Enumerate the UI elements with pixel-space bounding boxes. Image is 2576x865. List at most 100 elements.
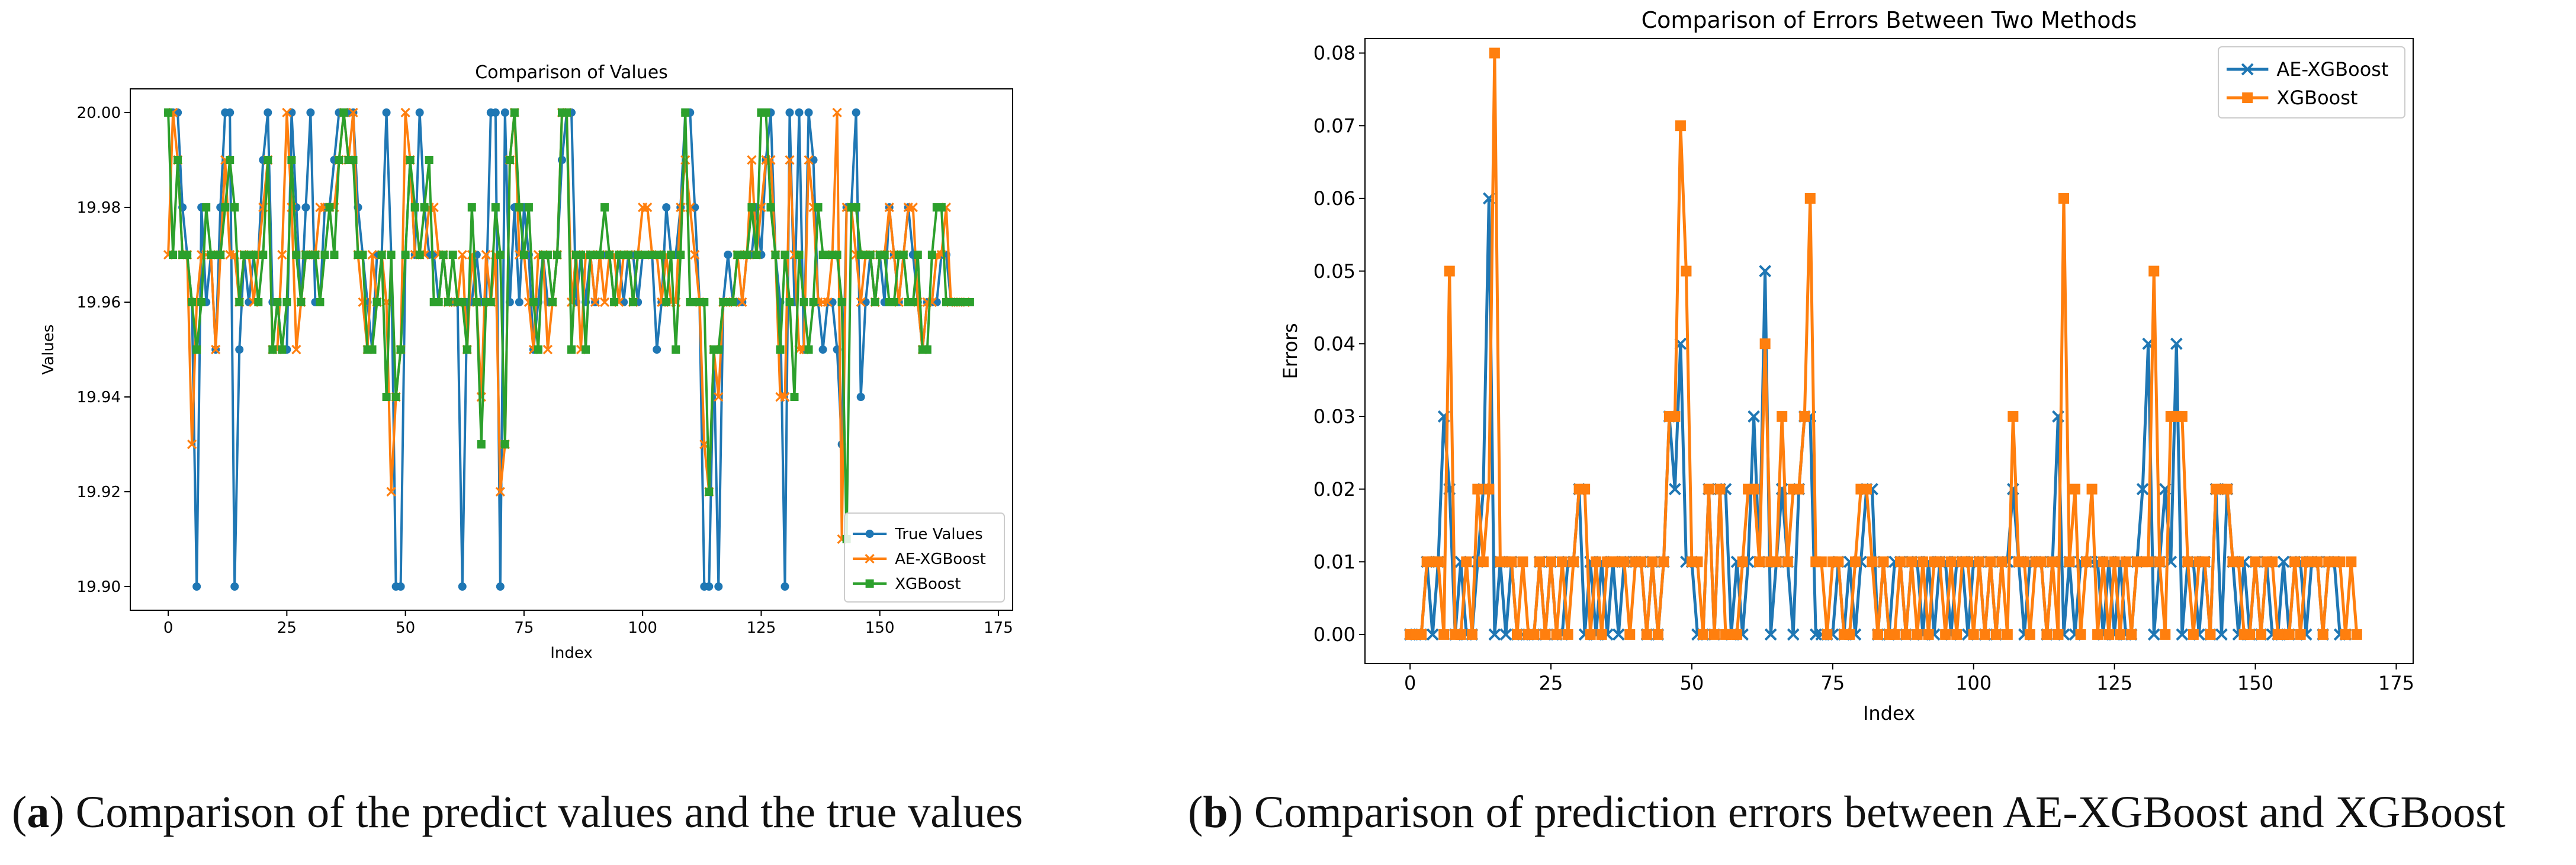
data-point bbox=[852, 203, 860, 212]
data-point bbox=[306, 108, 315, 117]
data-point bbox=[577, 251, 586, 259]
data-point bbox=[2103, 629, 2115, 640]
series-ae-xgboost bbox=[1403, 192, 2352, 641]
data-point bbox=[534, 345, 542, 354]
data-point bbox=[662, 203, 671, 212]
data-point bbox=[1681, 265, 1692, 277]
data-point bbox=[515, 203, 523, 212]
data-point bbox=[780, 582, 789, 591]
data-point bbox=[1945, 556, 1957, 568]
data-point bbox=[415, 251, 424, 259]
data-point bbox=[264, 156, 272, 164]
legend-label: True Values bbox=[894, 526, 982, 543]
data-point bbox=[1799, 411, 1810, 422]
data-point bbox=[785, 298, 794, 306]
data-point bbox=[1895, 556, 1906, 568]
data-point bbox=[277, 249, 287, 260]
data-point bbox=[543, 251, 552, 259]
data-point bbox=[1461, 556, 1472, 568]
data-point bbox=[676, 251, 685, 259]
caption-a: (a) Comparison of the predict values and… bbox=[12, 787, 1023, 837]
data-point bbox=[804, 155, 814, 165]
data-point bbox=[814, 203, 823, 212]
legend-marker bbox=[865, 530, 874, 538]
data-point bbox=[856, 297, 866, 307]
data-point bbox=[1771, 556, 1782, 568]
data-point bbox=[1714, 483, 1726, 495]
data-point bbox=[1996, 556, 2008, 568]
data-point bbox=[700, 298, 709, 306]
data-point bbox=[1658, 556, 1669, 568]
data-point bbox=[724, 251, 733, 259]
y-tick-label: 0.02 bbox=[1313, 478, 1356, 501]
caption-b-letter: b bbox=[1203, 787, 1228, 837]
data-point bbox=[235, 298, 244, 306]
data-point bbox=[491, 203, 500, 212]
data-point bbox=[1764, 628, 1777, 641]
x-tick-label: 150 bbox=[865, 619, 895, 637]
data-point bbox=[780, 392, 790, 402]
data-point bbox=[923, 345, 932, 354]
data-point bbox=[2154, 556, 2165, 568]
data-point bbox=[1889, 629, 1900, 640]
legend-box bbox=[2218, 46, 2405, 118]
data-point bbox=[1912, 629, 1923, 640]
data-point bbox=[2081, 556, 2092, 568]
data-point bbox=[2256, 629, 2267, 640]
data-point bbox=[420, 203, 429, 212]
data-point bbox=[1668, 483, 1681, 495]
data-point bbox=[496, 582, 505, 591]
data-point bbox=[776, 345, 785, 354]
data-point bbox=[282, 107, 292, 118]
x-tick-label: 25 bbox=[1539, 672, 1563, 694]
data-point bbox=[1624, 629, 1636, 640]
y-axis-label: Values bbox=[40, 325, 57, 375]
data-point bbox=[472, 298, 481, 306]
data-point bbox=[852, 108, 860, 117]
data-point bbox=[2250, 556, 2261, 568]
x-tick-label: 125 bbox=[2096, 672, 2132, 694]
data-point bbox=[2047, 556, 2058, 568]
data-point bbox=[548, 298, 557, 306]
data-point bbox=[1804, 193, 1816, 204]
x-tick-label: 125 bbox=[747, 619, 776, 637]
data-point bbox=[273, 298, 282, 306]
data-point bbox=[2244, 629, 2256, 640]
data-point bbox=[2334, 556, 2346, 568]
data-point bbox=[1499, 628, 1512, 641]
y-tick-label: 0.01 bbox=[1313, 550, 1356, 573]
data-point bbox=[1675, 120, 1686, 132]
plot-frame bbox=[130, 88, 1013, 611]
data-point bbox=[1546, 556, 1557, 568]
data-point bbox=[292, 251, 301, 259]
data-point bbox=[2147, 628, 2160, 641]
data-point bbox=[1517, 556, 1528, 568]
data-point bbox=[457, 249, 467, 260]
data-point bbox=[747, 203, 756, 212]
data-point bbox=[2024, 629, 2035, 640]
data-point bbox=[183, 251, 192, 259]
y-tick-label: 19.98 bbox=[77, 199, 121, 217]
y-tick-label: 19.92 bbox=[77, 483, 121, 501]
data-point bbox=[557, 156, 566, 164]
data-point bbox=[1438, 629, 1450, 640]
y-axis-label: Errors bbox=[1279, 323, 1302, 379]
data-point bbox=[1748, 410, 1761, 423]
data-point bbox=[2120, 556, 2131, 568]
data-point bbox=[1477, 556, 1489, 568]
x-tick-label: 175 bbox=[984, 619, 1013, 637]
data-point bbox=[1962, 556, 1974, 568]
data-point bbox=[2070, 483, 2081, 495]
data-point bbox=[590, 297, 600, 307]
data-point bbox=[2346, 556, 2357, 568]
data-point bbox=[192, 345, 201, 354]
data-point bbox=[425, 156, 433, 164]
data-point bbox=[667, 251, 676, 259]
data-point bbox=[211, 344, 221, 355]
data-point bbox=[1692, 556, 1703, 568]
data-point bbox=[287, 156, 296, 164]
data-point bbox=[2188, 629, 2199, 640]
data-point bbox=[2086, 483, 2098, 495]
data-point bbox=[291, 344, 301, 355]
data-point bbox=[553, 251, 561, 259]
